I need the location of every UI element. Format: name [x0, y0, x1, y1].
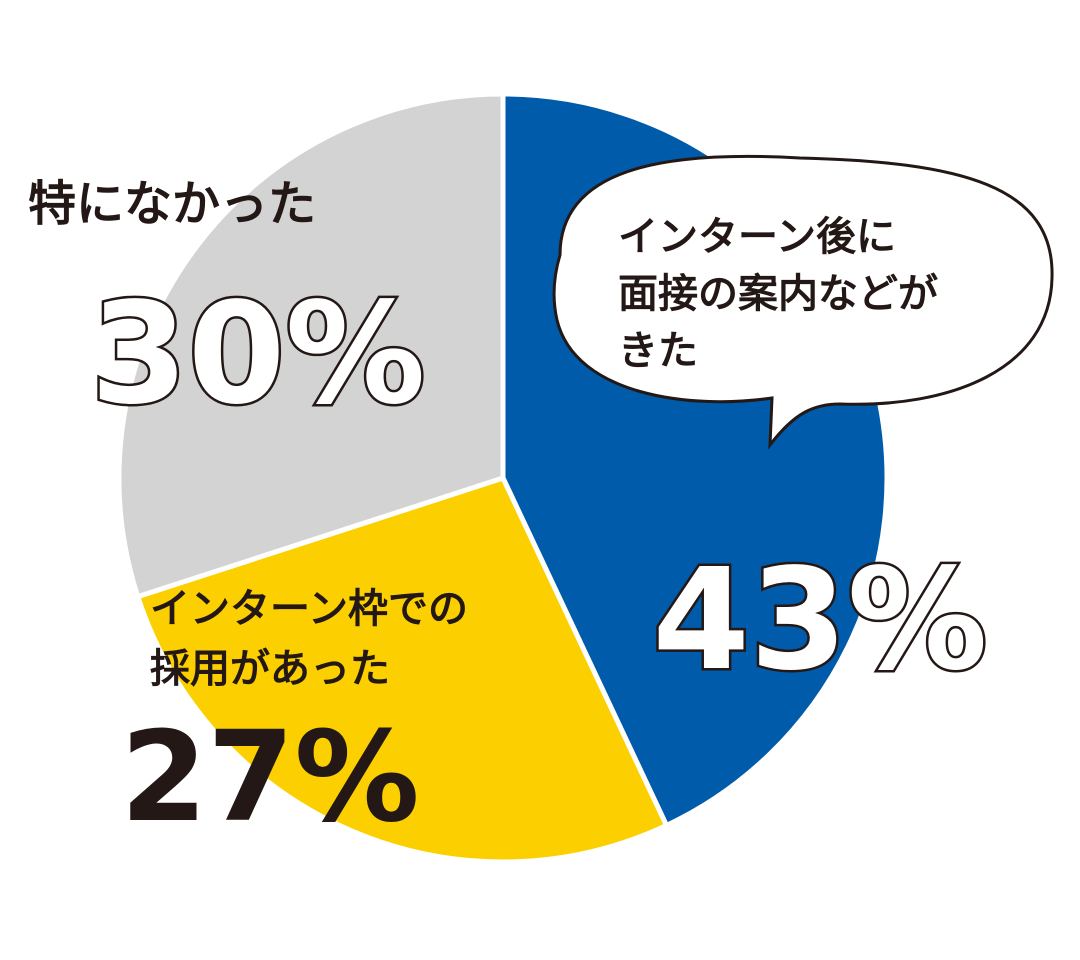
- slice-label-line: 採用があった: [150, 646, 390, 692]
- speech-bubble: [552, 154, 1054, 450]
- slice-percent-none: 30%: [90, 273, 425, 436]
- pie-slice-hiring: [135, 475, 669, 865]
- slice-label-line: インターン後に: [618, 214, 896, 260]
- slice-label-line: インターン枠での: [150, 586, 468, 632]
- slice-label-line: 面接の案内などが: [618, 271, 938, 317]
- slice-label-line: 特になかった: [28, 176, 316, 232]
- slice-label-interview: インターン後に 面接の案内などが きた: [618, 214, 952, 374]
- slice-percent-hiring: 27%: [120, 705, 419, 850]
- slice-label-none: 特になかった: [28, 176, 316, 232]
- slice-label-hiring: インターン枠での 採用があった: [150, 586, 482, 692]
- slice-label-line: きた: [618, 328, 698, 374]
- pie-slice-none: [116, 91, 506, 600]
- slice-percent-interview: 43%: [652, 539, 987, 702]
